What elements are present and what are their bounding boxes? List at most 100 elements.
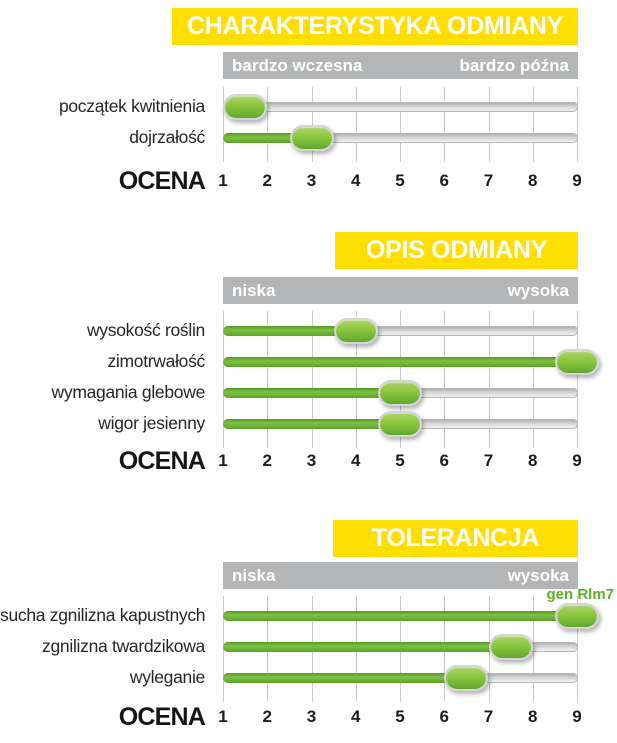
row-label: wysokość roślin [86,320,205,340]
grid-line [532,311,534,448]
tick-number: 1 [218,707,228,726]
grid-line [532,87,534,162]
grid-line [400,87,401,162]
tick-number: 3 [306,451,317,470]
grid-line [311,311,313,448]
rating-row: wyleganie [0,662,617,693]
tick-number: 8 [528,451,538,470]
tick-number: 9 [572,171,582,190]
scale-left-label: niska [232,565,276,585]
rating-row: początek kwitnienia [0,91,617,122]
rating-row: wymagania glebowe [0,377,617,408]
grid-line [577,87,578,162]
row-label: zgnilizna twardzikowa [42,636,205,656]
tick-number: 7 [483,171,494,190]
slider-knob [333,317,378,344]
scale-ticks: 1 2 3 4 5 6 7 8 9 [218,446,582,476]
tick-number: 9 [572,707,582,726]
slider-knob [444,664,489,691]
tick-number: 9 [572,451,582,470]
rating-rows: sucha zgnilizna kapustnych gen Rlm7 zgnili… [0,586,617,702]
slider-knob [223,93,268,120]
tick-number: 3 [306,707,317,726]
ocena-row: OCENA 1 2 3 4 5 6 7 8 9 [0,166,617,196]
tick-number: 6 [439,171,449,190]
grid-line [355,87,357,162]
grid-line [355,311,357,448]
rating-row: sucha zgnilizna kapustnych gen Rlm7 [0,586,617,631]
scale-right-label: bardzo późna [459,55,569,75]
rating-row: zgnilizna twardzikowa [0,631,617,662]
slider-fill [223,356,577,367]
tick-number: 4 [351,171,361,190]
slider [223,377,578,408]
rating-row: wysokość roślin [0,315,617,346]
tick-number: 2 [262,451,272,470]
row-label: wyleganie [129,667,205,687]
tick-number: 7 [483,707,494,726]
rating-rows: początek kwitnienia dojrzałość [0,87,617,162]
row-label: zimotrwałość [107,351,205,371]
tick-number: 1 [218,171,228,190]
rating-row: zimotrwałość [0,346,617,377]
slider-knob [378,379,422,406]
scale-endpoints-bar: bardzo wczesna bardzo późna [223,52,578,79]
slider: gen Rlm7 [223,586,614,631]
slider-track [223,132,578,143]
tick-number: 8 [528,707,538,726]
slider [223,408,578,439]
scale-right-label: wysoka [507,565,569,585]
section-title: CHARAKTERYSTYKA ODMIANY [172,8,578,45]
tick-number: 5 [395,451,405,470]
row-label: sucha zgnilizna kapustnych [0,605,206,625]
scale-endpoints-bar: niska wysoka [223,277,578,304]
tick-number: 5 [395,171,405,190]
tick-number: 2 [262,707,272,726]
row-label: wigor jesienny [98,413,205,433]
slider-knob [555,348,599,375]
ocena-row: OCENA 1 2 3 4 5 6 7 8 9 [0,446,617,476]
scale-right-label: wysoka [507,280,569,300]
rating-row: wigor jesienny [0,408,617,439]
tick-number: 8 [528,171,538,190]
grid-line [444,87,446,162]
slider [223,315,578,346]
tick-number: 5 [395,707,405,726]
slider [223,91,578,122]
slider-fill [223,132,312,143]
tick-number: 3 [306,171,317,190]
tick-number: 4 [351,451,361,470]
grid-line [444,311,446,448]
tick-number: 6 [439,451,449,470]
slider [223,662,578,693]
slider [223,631,578,662]
scale-ticks: 1 2 3 4 5 6 7 8 9 [218,166,582,196]
slider-fill [223,325,356,336]
ocena-label: OCENA [118,166,206,195]
slider [223,346,599,377]
slider-knob [555,602,599,629]
grid-line [223,311,224,448]
slider-fill [223,387,400,398]
tick-number: 4 [351,707,361,726]
section-title: TOLERANCJA [333,520,578,557]
grid-line [488,87,490,162]
scale-ticks: 1 2 3 4 5 6 7 8 9 [218,702,582,732]
ocena-row: OCENA 1 2 3 4 5 6 7 8 9 [0,702,617,732]
slider-knob [289,124,334,151]
rating-row: dojrzałość [0,122,617,153]
row-label: dojrzałość [129,127,205,147]
slider-fill [223,641,511,652]
grid-line [223,87,224,162]
slider-track [223,325,578,336]
grid-line [577,311,578,448]
grid-line [267,87,269,162]
tick-number: 1 [218,451,228,470]
ocena-label: OCENA [118,702,206,731]
section-title: OPIS ODMIANY [335,232,578,269]
slider-fill [223,672,467,683]
tick-number: 7 [483,451,494,470]
slider-track [223,101,578,112]
scale-left-label: niska [232,280,276,300]
slider-knob [488,633,533,660]
